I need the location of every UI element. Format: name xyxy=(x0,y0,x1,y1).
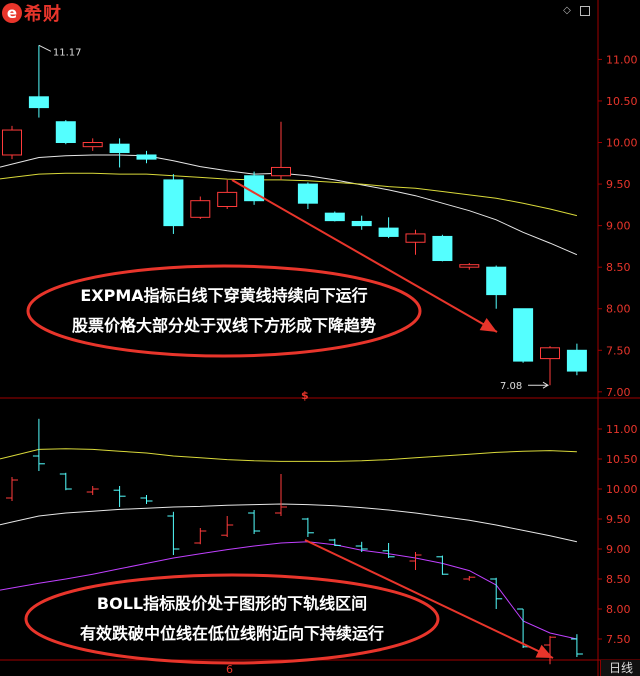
candle-body xyxy=(297,183,318,204)
expma-annotation-arrow-shaft xyxy=(231,179,498,333)
y-tick-label: 10.50 xyxy=(606,95,638,108)
candle-body xyxy=(2,129,22,156)
y-tick-label: 7.00 xyxy=(606,386,631,399)
candle-body xyxy=(351,220,372,227)
indicator-line-0 xyxy=(0,448,577,462)
y-tick-label: 9.50 xyxy=(606,178,631,191)
candle-body xyxy=(459,264,480,268)
diamond-icon[interactable]: ◇ xyxy=(563,5,571,16)
candle-body xyxy=(540,347,560,360)
y-tick-label: 11.00 xyxy=(606,423,638,436)
y-tick-label: 8.50 xyxy=(606,573,631,586)
candle-body xyxy=(271,166,291,177)
high-price-label: 11.17 xyxy=(53,47,82,58)
high-marker xyxy=(38,44,52,52)
logo-mark-icon: e xyxy=(2,3,22,23)
indicator-line-2 xyxy=(0,541,578,640)
y-tick-label: 8.00 xyxy=(606,303,631,316)
expma-annotation-arrow-head xyxy=(479,317,497,332)
candle-body xyxy=(405,233,426,243)
boll-annotation-line-2: 有效跌破中位线在低位线附近向下持续运行 xyxy=(80,624,384,643)
candle-body xyxy=(432,235,453,262)
bottom-axis-mark: 6 xyxy=(226,663,233,676)
y-tick-label: 10.00 xyxy=(606,137,638,150)
candle-body xyxy=(190,200,211,218)
candle-body xyxy=(513,308,534,362)
boll-annotation-ellipse xyxy=(24,573,440,665)
indicator-line-1 xyxy=(0,503,578,543)
period-selector[interactable]: 日线 xyxy=(600,660,640,676)
y-tick-label: 10.00 xyxy=(606,483,638,496)
top-divider-mark: $ xyxy=(301,389,309,402)
expma-annotation-line-1: EXPMA指标白线下穿黄线持续向下运行 xyxy=(80,286,367,305)
y-tick-label: 7.50 xyxy=(606,344,631,357)
candle-body xyxy=(109,143,130,153)
y-tick-label: 11.00 xyxy=(606,53,638,66)
boll-annotation-arrow-head xyxy=(535,644,553,658)
y-tick-label: 8.50 xyxy=(606,261,631,274)
y-tick-label: 8.00 xyxy=(606,603,631,616)
restore-icon[interactable] xyxy=(580,6,590,16)
y-tick-label: 7.50 xyxy=(606,633,631,646)
expma-annotation-line-2: 股票价格大部分处于双线下方形成下降趋势 xyxy=(72,316,376,335)
candle-body xyxy=(28,96,49,109)
y-tick-label: 10.50 xyxy=(606,453,638,466)
low-marker xyxy=(528,381,549,389)
candle-body xyxy=(566,349,587,372)
y-tick-label: 9.50 xyxy=(606,513,631,526)
low-price-label: 7.08 xyxy=(500,381,522,392)
candle-body xyxy=(136,154,157,160)
candle-body xyxy=(82,142,103,148)
y-tick-label: 9.00 xyxy=(606,543,631,556)
candle-body xyxy=(324,212,345,222)
logo-text: 希财 xyxy=(24,4,62,25)
boll-annotation-arrow-shaft xyxy=(304,539,554,659)
candle-body xyxy=(378,227,399,237)
candle-body xyxy=(163,179,184,227)
candle-body xyxy=(217,191,238,208)
xicai-logo: e 希财 xyxy=(2,2,62,25)
indicator-line-1 xyxy=(0,172,578,217)
expma-panel: 11.00 10.50 10.00 9.50 9.00 8.50 8.00 7.50 7.00 1… xyxy=(0,44,638,399)
candle-body xyxy=(486,266,507,296)
boll-panel: 11.00 10.50 10.00 9.50 9.00 8.50 8.00 7.50 xyxy=(0,418,638,665)
expma-annotation-ellipse xyxy=(26,264,422,358)
y-tick-label: 9.00 xyxy=(606,220,631,233)
candle-body xyxy=(55,121,76,144)
boll-annotation-line-1: BOLL指标股价处于图形的下轨线区间 xyxy=(97,594,367,613)
